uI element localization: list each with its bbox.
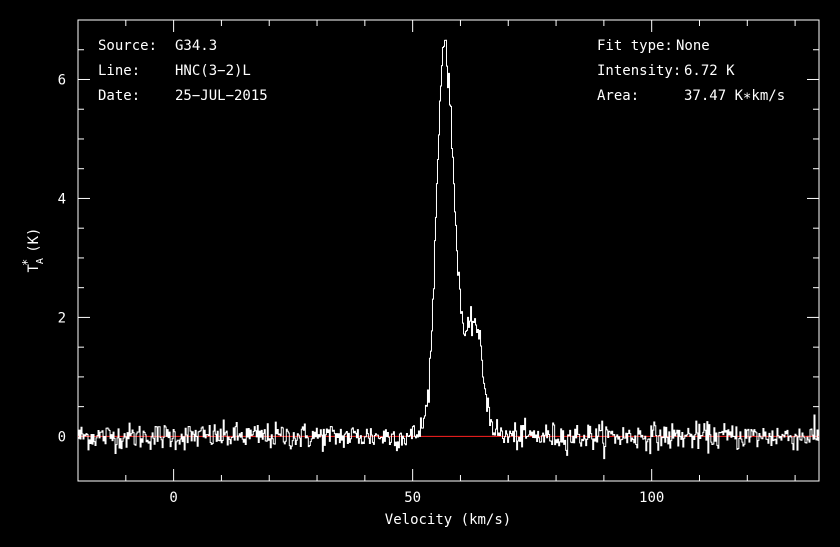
- area-label: Area:: [597, 88, 639, 104]
- axis-ticks: [77, 20, 819, 481]
- info-panel-right: Fit type: None Intensity: 6.72 K Area: 3…: [597, 38, 785, 104]
- y-tick-label: 6: [58, 72, 66, 88]
- fit-type-value: None: [676, 38, 710, 54]
- x-tick-label: 100: [639, 490, 664, 506]
- line-value: HNC(3−2)L: [175, 63, 251, 79]
- svg-text:TA*(K): TA*(K): [20, 228, 46, 273]
- x-tick-label: 0: [169, 490, 177, 506]
- source-label: Source:: [98, 38, 157, 54]
- intensity-value: 6.72 K: [684, 63, 735, 79]
- y-tick-label: 0: [58, 429, 66, 445]
- plot-frame: [77, 19, 820, 482]
- y-axis-label: TA*(K): [20, 228, 46, 273]
- x-axis-label: Velocity (km/s): [385, 512, 511, 528]
- date-label: Date:: [98, 88, 140, 104]
- axis-tick-labels: 0 50 100 0 2 4 6: [58, 72, 665, 506]
- y-tick-label: 4: [58, 191, 66, 207]
- x-tick-label: 50: [404, 490, 421, 506]
- line-label: Line:: [98, 63, 140, 79]
- spectrum-series-line: [78, 39, 819, 460]
- intensity-label: Intensity:: [597, 63, 681, 79]
- source-value: G34.3: [175, 38, 217, 54]
- y-tick-label: 2: [58, 310, 66, 326]
- info-panel-left: Source: G34.3 Line: HNC(3−2)L Date: 25−J…: [98, 38, 268, 104]
- area-value: 37.47 K∗km/s: [684, 88, 785, 104]
- date-value: 25−JUL−2015: [175, 88, 268, 104]
- fit-type-label: Fit type:: [597, 38, 673, 54]
